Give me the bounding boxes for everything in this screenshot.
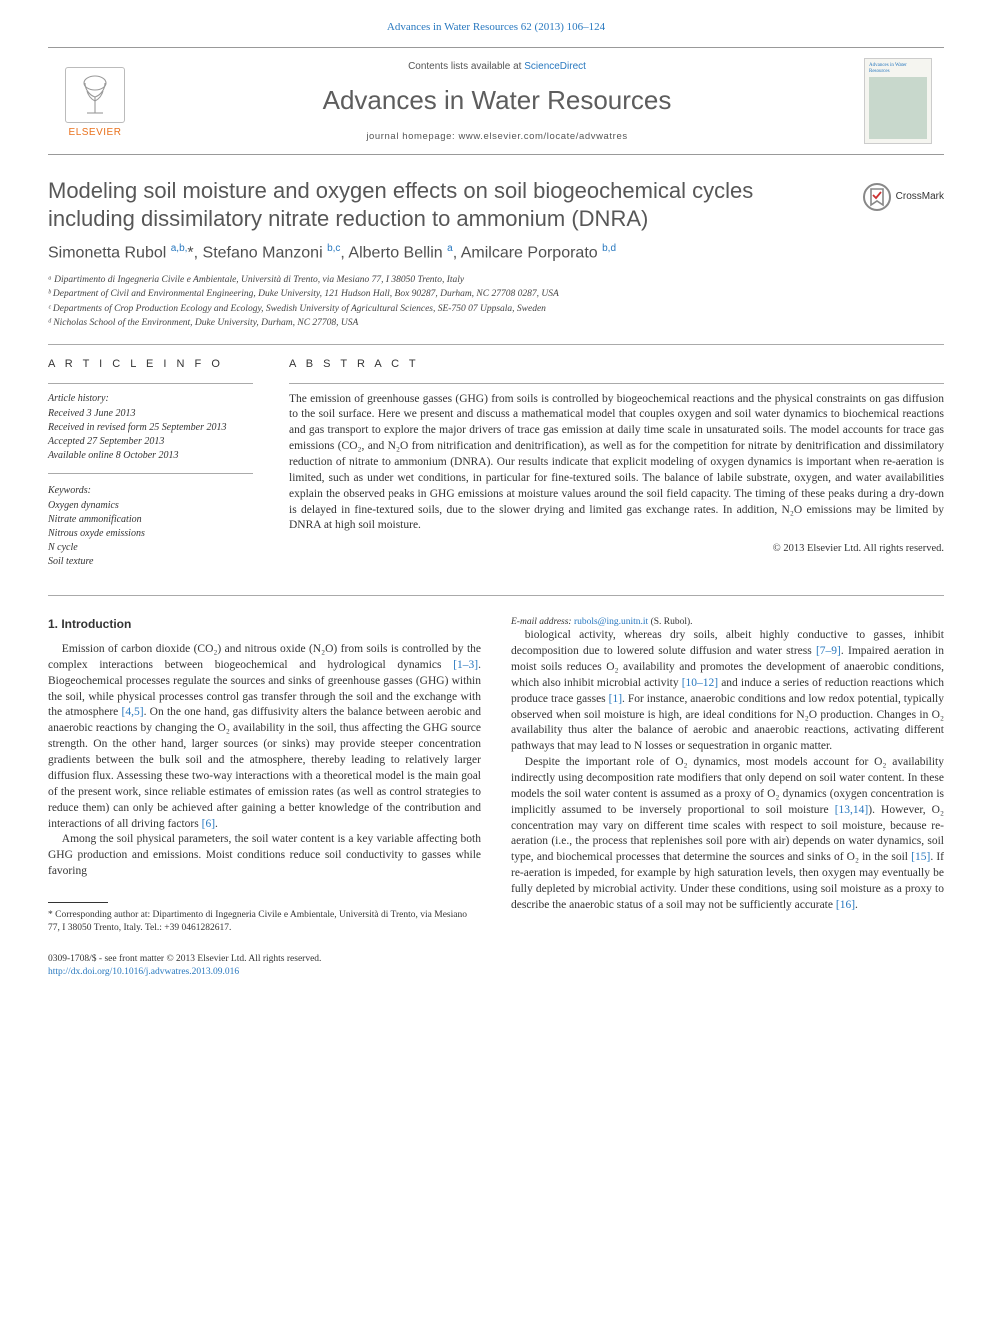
history-head: Article history: xyxy=(48,392,253,406)
intro-para: Despite the important role of O₂ dynamic… xyxy=(511,755,944,914)
keyword: Soil texture xyxy=(48,555,253,569)
affiliation-line: ᵃ Dipartimento di Ingegneria Civile e Am… xyxy=(48,273,944,287)
history-line: Accepted 27 September 2013 xyxy=(48,435,253,449)
crossmark-label: CrossMark xyxy=(896,190,944,204)
journal-cover-thumbnail[interactable]: Advances in Water Resources xyxy=(864,58,932,144)
top-citation: Advances in Water Resources 62 (2013) 10… xyxy=(48,20,944,35)
cover-title-tiny: Advances in Water Resources xyxy=(869,63,927,74)
homepage-url[interactable]: www.elsevier.com/locate/advwatres xyxy=(458,131,627,142)
section-divider xyxy=(48,595,944,596)
article-info-heading: A R T I C L E I N F O xyxy=(48,357,253,372)
article-info-column: A R T I C L E I N F O Article history: R… xyxy=(48,357,253,568)
intro-para: Among the soil physical parameters, the … xyxy=(48,832,481,880)
journal-homepage: journal homepage: www.elsevier.com/locat… xyxy=(146,130,848,143)
ref-link[interactable]: [16] xyxy=(836,899,855,911)
ref-link[interactable]: [7–9] xyxy=(816,645,841,657)
history-line: Received in revised form 25 September 20… xyxy=(48,421,253,435)
header-middle: Contents lists available at ScienceDirec… xyxy=(146,60,848,144)
footer-left: 0309-1708/$ - see front matter © 2013 El… xyxy=(48,953,321,980)
author-list: Simonetta Rubol a,b,*, Stefano Manzoni b… xyxy=(48,242,944,265)
history-line: Available online 8 October 2013 xyxy=(48,449,253,463)
crossmark-icon xyxy=(863,183,891,211)
sciencedirect-link[interactable]: ScienceDirect xyxy=(524,61,586,72)
corresponding-email-link[interactable]: rubols@ing.unitn.it xyxy=(574,617,648,627)
abstract-copyright: © 2013 Elsevier Ltd. All rights reserved… xyxy=(289,542,944,557)
elsevier-wordmark: ELSEVIER xyxy=(69,126,122,140)
cover-image-icon xyxy=(869,77,927,139)
elsevier-logo[interactable]: ELSEVIER xyxy=(60,62,130,140)
keywords-head: Keywords: xyxy=(48,484,253,498)
keyword: Nitrate ammonification xyxy=(48,513,253,527)
ref-link[interactable]: [10–12] xyxy=(682,677,718,689)
journal-header: ELSEVIER Contents lists available at Sci… xyxy=(48,47,944,155)
footnote-rule xyxy=(48,902,108,903)
crossmark-widget[interactable]: CrossMark xyxy=(863,183,944,211)
ref-link[interactable]: [13,14] xyxy=(835,804,869,816)
history-line: Received 3 June 2013 xyxy=(48,407,253,421)
abstract-heading: A B S T R A C T xyxy=(289,357,944,372)
keyword: N cycle xyxy=(48,541,253,555)
affiliation-line: ᶜ Departments of Crop Production Ecology… xyxy=(48,302,944,316)
keyword: Oxygen dynamics xyxy=(48,499,253,513)
contents-lists-line: Contents lists available at ScienceDirec… xyxy=(146,60,848,74)
section-divider xyxy=(48,344,944,345)
affiliations: ᵃ Dipartimento di Ingegneria Civile e Am… xyxy=(48,273,944,330)
intro-heading: 1. Introduction xyxy=(48,616,481,633)
doi-link[interactable]: http://dx.doi.org/10.1016/j.advwatres.20… xyxy=(48,967,239,977)
affiliation-line: ᵈ Nicholas School of the Environment, Du… xyxy=(48,316,944,330)
ref-link[interactable]: [1–3] xyxy=(453,659,478,671)
ref-link[interactable]: [6] xyxy=(202,818,215,830)
ref-link[interactable]: [15] xyxy=(911,851,930,863)
intro-para: Emission of carbon dioxide (CO₂) and nit… xyxy=(48,642,481,832)
intro-para: biological activity, whereas dry soils, … xyxy=(511,628,944,755)
page-footer: 0309-1708/$ - see front matter © 2013 El… xyxy=(48,953,944,980)
abstract-column: A B S T R A C T The emission of greenhou… xyxy=(289,357,944,568)
abstract-text: The emission of greenhouse gasses (GHG) … xyxy=(289,392,944,535)
ref-link[interactable]: [4,5] xyxy=(122,706,144,718)
keyword: Nitrous oxyde emissions xyxy=(48,527,253,541)
article-title: Modeling soil moisture and oxygen effect… xyxy=(48,177,843,232)
body-text: 1. Introduction Emission of carbon dioxi… xyxy=(48,616,944,935)
citation-link[interactable]: Advances in Water Resources 62 (2013) 10… xyxy=(387,21,605,33)
affiliation-line: ᵇ Department of Civil and Environmental … xyxy=(48,287,944,301)
ref-link[interactable]: [1] xyxy=(609,693,622,705)
elsevier-tree-icon xyxy=(65,67,125,123)
journal-name: Advances in Water Resources xyxy=(146,82,848,118)
